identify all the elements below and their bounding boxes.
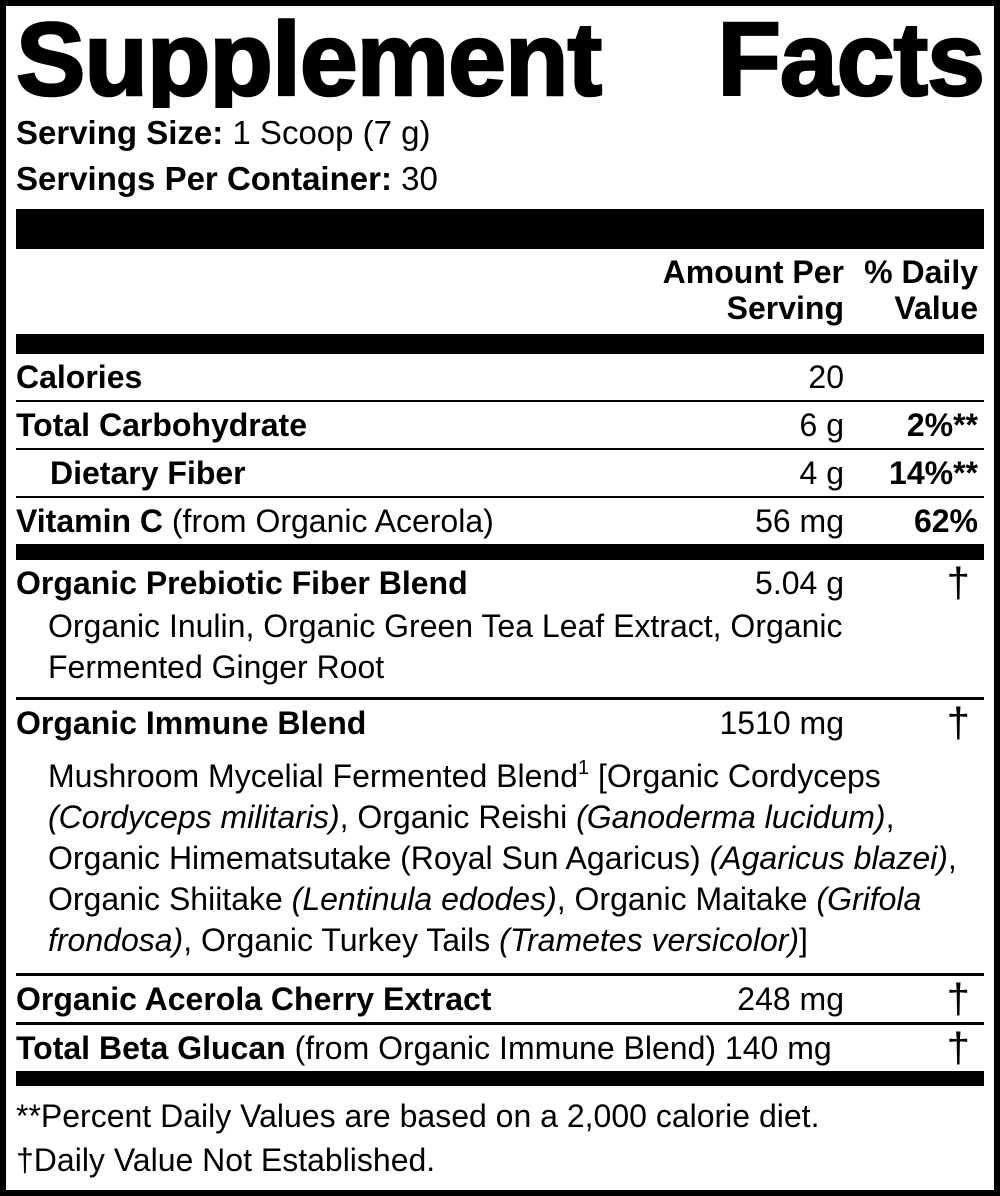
nutrient-amount: 56 mg <box>755 503 844 539</box>
immune-blend-section: Organic Immune Blend 1510 mg † Mushroom … <box>16 700 984 976</box>
blend-name-addon: (from Organic Immune Blend) <box>294 1030 717 1066</box>
column-headers: Amount Per Serving % Daily Value <box>16 249 984 334</box>
blend-amount: 1510 mg <box>719 705 844 741</box>
total-beta-glucan-row: Total Beta Glucan (from Organic Immune B… <box>16 1024 970 1071</box>
blend-name: Organic Prebiotic Fiber Blend <box>16 565 468 601</box>
nutrient-amount: 4 g <box>799 455 844 491</box>
serving-size-value: 1 Scoop (7 g) <box>232 114 431 151</box>
blend-amount: 248 mg <box>737 981 844 1017</box>
nutrient-name-addon: (from Organic Acerola) <box>171 503 494 539</box>
serving-size-label: Serving Size: <box>16 114 224 151</box>
nutrient-daily-value: 14%** <box>889 455 978 491</box>
servings-per-container-line: Servings Per Container: 30 <box>16 156 984 202</box>
header-separator-bar <box>16 209 984 249</box>
blends-separator-bar <box>16 544 984 560</box>
nutrient-name: Dietary Fiber <box>50 455 246 491</box>
panel-title: Supplement Facts <box>16 8 984 108</box>
prebiotic-blend-row: Organic Prebiotic Fiber Blend 5.04 g † <box>16 559 970 606</box>
acerola-cherry-extract-row: Organic Acerola Cherry Extract 248 mg † <box>16 976 984 1025</box>
servings-per-container-value: 30 <box>401 160 438 197</box>
dietary-fiber-row: Dietary Fiber 4 g 14%** <box>16 450 984 498</box>
nutrient-amount: 6 g <box>799 407 844 443</box>
serving-size-line: Serving Size: 1 Scoop (7 g) <box>16 110 984 156</box>
daily-value-not-established-footnote: †Daily Value Not Established. <box>16 1142 436 1178</box>
servings-per-container-label: Servings Per Container: <box>16 160 392 197</box>
total-carbohydrate-row: Total Carbohydrate 6 g 2%** <box>16 402 984 450</box>
amount-per-serving-header: Amount Per Serving <box>662 254 844 326</box>
percent-daily-value-header: % Daily Value <box>864 254 978 326</box>
nutrient-amount: 20 <box>808 359 844 395</box>
columns-separator-bar <box>16 334 984 354</box>
nutrient-daily-value: 2%** <box>906 407 978 443</box>
blend-name: Organic Immune Blend <box>16 705 367 741</box>
blend-amount: 5.04 g <box>755 565 844 601</box>
blend-name: Total Beta Glucan (from Organic Immune B… <box>16 1030 832 1066</box>
footnote-ref-1: 1 <box>577 757 590 779</box>
immune-blend-ingredients: Mushroom Mycelial Fermented Blend1 [Orga… <box>48 757 957 958</box>
nutrient-name: Total Carbohydrate <box>16 407 307 443</box>
prebiotic-blend-ingredients: Organic Inulin, Organic Green Tea Leaf E… <box>48 608 843 685</box>
nutrient-name: Vitamin C (from Organic Acerola) <box>16 503 494 539</box>
blend-name: Organic Acerola Cherry Extract <box>16 981 492 1017</box>
blend-amount: 140 mg <box>724 1030 832 1066</box>
calories-row: Calories 20 <box>16 354 984 402</box>
footnotes-separator-bar <box>16 1071 984 1086</box>
nutrient-name: Calories <box>16 359 143 395</box>
footnotes: **Percent Daily Values are based on a 2,… <box>16 1086 984 1190</box>
prebiotic-blend-section: Organic Prebiotic Fiber Blend 5.04 g † O… <box>16 560 984 700</box>
immune-blend-row: Organic Immune Blend 1510 mg † <box>16 699 970 746</box>
vitamin-c-row: Vitamin C (from Organic Acerola) 56 mg 6… <box>16 498 984 544</box>
percent-daily-values-footnote: **Percent Daily Values are based on a 2,… <box>16 1098 820 1134</box>
nutrient-daily-value: 62% <box>913 503 978 539</box>
